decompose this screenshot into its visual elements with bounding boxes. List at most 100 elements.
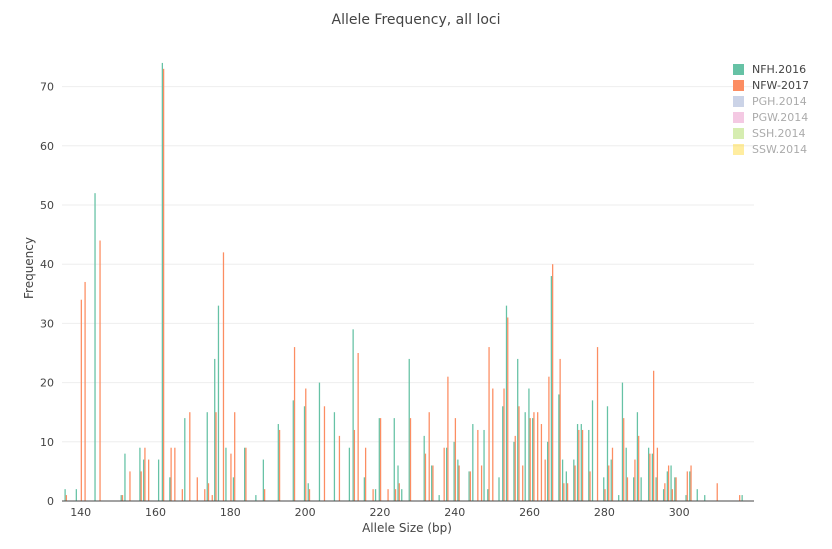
bar-nfw-2017-274[interactable]: [581, 429, 584, 501]
bar-nfh-2016-265[interactable]: [546, 441, 549, 501]
bar-nfw-2017-218[interactable]: [372, 489, 374, 501]
bar-nfh-2016-164[interactable]: [169, 477, 171, 501]
bar-nfh-2016-296[interactable]: [662, 489, 665, 501]
bar-nfh-2016-269[interactable]: [561, 459, 564, 501]
bar-nfh-2016-282[interactable]: [610, 459, 612, 501]
bar-nfw-2017-167[interactable]: [181, 489, 183, 501]
bar-nfh-2016-238[interactable]: [446, 447, 448, 501]
bar-nfh-2016-176[interactable]: [214, 358, 216, 501]
bar-nfw-2017-297[interactable]: [667, 465, 670, 501]
bar-nfh-2016-139[interactable]: [75, 489, 77, 501]
bar-nfw-2017-310[interactable]: [716, 483, 718, 501]
bar-nfh-2016-224[interactable]: [393, 418, 395, 501]
bar-nfw-2017-145[interactable]: [99, 240, 101, 501]
bar-nfw-2017-316[interactable]: [739, 495, 741, 501]
bar-nfw-2017-256[interactable]: [514, 435, 516, 501]
bar-nfw-2017-213[interactable]: [353, 429, 356, 501]
bar-nfw-2017-222[interactable]: [387, 489, 389, 501]
legend-item-ssh-2014[interactable]: SSH.2014: [733, 127, 806, 140]
bar-nfw-2017-136[interactable]: [65, 495, 68, 501]
bar-nfh-2016-285[interactable]: [621, 382, 624, 501]
bar-nfw-2017-234[interactable]: [432, 465, 434, 501]
bar-nfw-2017-265[interactable]: [548, 376, 550, 501]
bar-nfw-2017-174[interactable]: [207, 483, 210, 501]
bar-nfh-2016-168[interactable]: [184, 418, 186, 501]
bar-nfh-2016-179[interactable]: [225, 447, 227, 501]
bar-nfw-2017-269[interactable]: [563, 483, 565, 501]
bar-nfw-2017-273[interactable]: [578, 429, 580, 501]
bar-nfw-2017-246[interactable]: [477, 429, 479, 501]
bar-nfh-2016-256[interactable]: [513, 441, 515, 501]
bar-nfh-2016-240[interactable]: [453, 441, 455, 501]
bar-nfh-2016-297[interactable]: [666, 471, 668, 501]
bar-nfw-2017-232[interactable]: [424, 453, 427, 501]
bar-nfh-2016-241[interactable]: [457, 459, 459, 501]
legend-item-nfw-2017[interactable]: NFW-2017: [733, 79, 809, 92]
bar-nfh-2016-261[interactable]: [532, 418, 534, 501]
bar-nfw-2017-181[interactable]: [234, 412, 236, 501]
bar-nfw-2017-286[interactable]: [626, 477, 629, 501]
bar-nfh-2016-302[interactable]: [685, 495, 687, 501]
bar-nfh-2016-272[interactable]: [573, 459, 575, 501]
bar-nfh-2016-193[interactable]: [277, 424, 279, 501]
bar-nfh-2016-212[interactable]: [348, 447, 351, 501]
bar-nfh-2016-216[interactable]: [363, 477, 365, 501]
bar-nfh-2016-157[interactable]: [143, 459, 145, 501]
bar-nfh-2016-292[interactable]: [647, 447, 650, 501]
bar-nfw-2017-299[interactable]: [675, 477, 677, 501]
bar-nfh-2016-245[interactable]: [472, 424, 474, 501]
bar-nfw-2017-262[interactable]: [537, 412, 539, 501]
bar-nfw-2017-180[interactable]: [230, 453, 232, 501]
bar-nfw-2017-169[interactable]: [189, 412, 191, 501]
bar-nfw-2017-233[interactable]: [428, 412, 430, 501]
bar-nfw-2017-282[interactable]: [611, 447, 614, 501]
bar-nfh-2016-225[interactable]: [397, 465, 399, 501]
bar-nfh-2016-253[interactable]: [502, 406, 504, 501]
bar-nfw-2017-201[interactable]: [308, 489, 311, 501]
bar-nfw-2017-228[interactable]: [409, 418, 412, 501]
bar-nfh-2016-184[interactable]: [244, 447, 246, 501]
bar-nfh-2016-249[interactable]: [487, 489, 489, 501]
bar-nfh-2016-276[interactable]: [588, 429, 590, 501]
bar-nfw-2017-253[interactable]: [503, 388, 505, 501]
bar-nfh-2016-234[interactable]: [431, 465, 433, 501]
bar-nfw-2017-288[interactable]: [634, 459, 636, 501]
bar-nfw-2017-178[interactable]: [222, 252, 225, 501]
bar-nfw-2017-250[interactable]: [492, 388, 494, 501]
bar-nfh-2016-307[interactable]: [704, 495, 706, 501]
bar-nfw-2017-278[interactable]: [596, 347, 599, 501]
bar-nfh-2016-260[interactable]: [528, 388, 530, 501]
bar-nfh-2016-187[interactable]: [255, 495, 257, 501]
bar-nfh-2016-220[interactable]: [378, 418, 380, 501]
bar-nfw-2017-254[interactable]: [507, 317, 509, 501]
bar-nfh-2016-161[interactable]: [157, 459, 160, 501]
bar-nfh-2016-293[interactable]: [651, 453, 654, 501]
bar-nfh-2016-136[interactable]: [64, 489, 66, 501]
bar-nfw-2017-272[interactable]: [574, 465, 576, 501]
bar-nfh-2016-144[interactable]: [94, 193, 96, 501]
legend-item-ssw-2014[interactable]: SSW.2014: [733, 143, 807, 156]
bar-nfw-2017-257[interactable]: [518, 406, 520, 501]
bar-nfw-2017-164[interactable]: [170, 447, 172, 501]
bar-nfw-2017-240[interactable]: [454, 418, 457, 501]
bar-nfw-2017-285[interactable]: [623, 418, 625, 501]
bar-nfh-2016-174[interactable]: [206, 412, 208, 501]
bar-nfw-2017-214[interactable]: [357, 353, 359, 501]
bar-nfh-2016-298[interactable]: [670, 465, 672, 501]
bar-nfh-2016-299[interactable]: [674, 477, 676, 501]
bar-nfh-2016-286[interactable]: [625, 447, 627, 501]
bar-nfw-2017-238[interactable]: [447, 376, 449, 501]
bar-nfw-2017-171[interactable]: [196, 477, 198, 501]
bar-nfw-2017-193[interactable]: [278, 429, 281, 501]
bar-nfw-2017-153[interactable]: [129, 471, 131, 501]
bar-nfw-2017-244[interactable]: [469, 471, 471, 501]
bar-nfw-2017-280[interactable]: [604, 489, 606, 501]
bar-nfh-2016-284[interactable]: [618, 495, 620, 501]
bar-nfw-2017-237[interactable]: [443, 447, 445, 501]
bar-nfw-2017-249[interactable]: [488, 347, 490, 501]
bar-nfw-2017-162[interactable]: [162, 68, 165, 501]
bar-nfw-2017-189[interactable]: [263, 489, 266, 501]
bar-nfh-2016-197[interactable]: [292, 400, 294, 501]
bar-nfh-2016-289[interactable]: [636, 412, 639, 501]
bar-nfw-2017-261[interactable]: [533, 412, 535, 501]
